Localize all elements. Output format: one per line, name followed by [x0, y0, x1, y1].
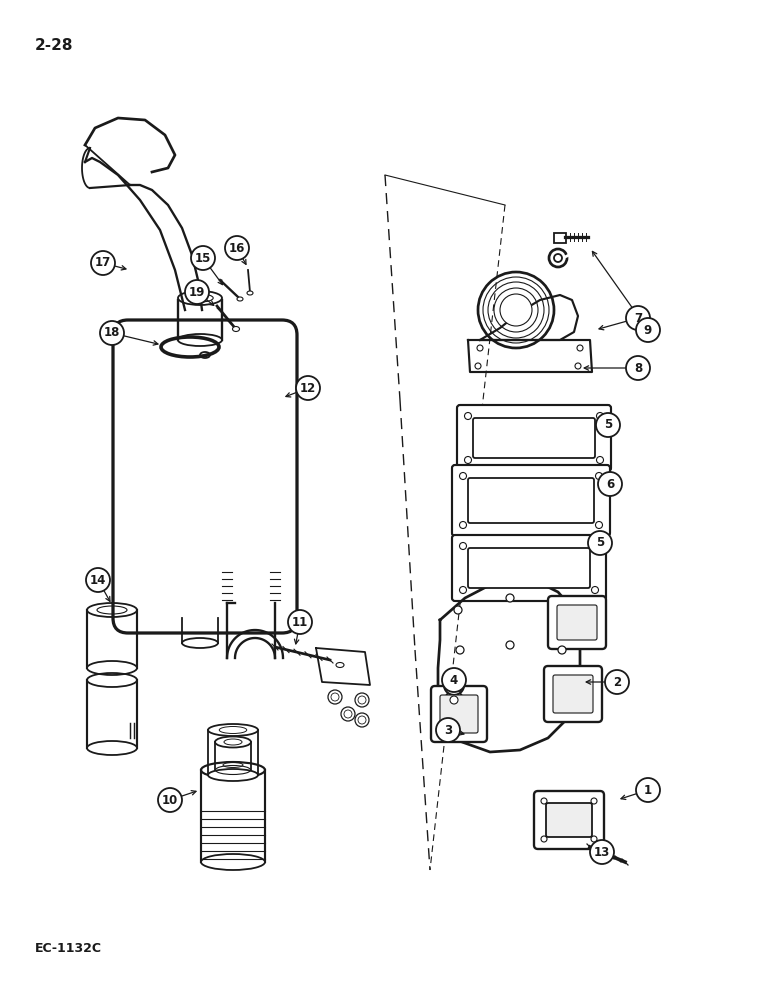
Text: 3: 3 — [444, 724, 452, 736]
Text: 7: 7 — [634, 312, 642, 324]
Ellipse shape — [208, 769, 258, 781]
FancyBboxPatch shape — [468, 478, 594, 523]
Text: 13: 13 — [594, 846, 610, 858]
Circle shape — [626, 306, 650, 330]
Circle shape — [636, 318, 660, 342]
Text: 11: 11 — [292, 615, 308, 629]
FancyBboxPatch shape — [546, 803, 592, 837]
Ellipse shape — [247, 291, 253, 295]
Text: 16: 16 — [229, 241, 245, 254]
Circle shape — [506, 594, 514, 602]
Circle shape — [86, 568, 110, 592]
Text: EC-1132C: EC-1132C — [35, 942, 102, 955]
Text: 9: 9 — [644, 324, 652, 336]
Circle shape — [442, 668, 466, 692]
Circle shape — [605, 670, 629, 694]
Circle shape — [636, 778, 660, 802]
Ellipse shape — [187, 294, 213, 302]
Circle shape — [185, 280, 209, 304]
Ellipse shape — [201, 854, 265, 870]
FancyBboxPatch shape — [431, 686, 487, 742]
Ellipse shape — [182, 638, 218, 648]
FancyBboxPatch shape — [554, 233, 566, 243]
Text: 5: 5 — [604, 418, 612, 432]
Text: 18: 18 — [103, 326, 120, 340]
FancyBboxPatch shape — [557, 605, 597, 640]
Circle shape — [225, 236, 249, 260]
Text: 6: 6 — [606, 478, 614, 490]
Circle shape — [588, 531, 612, 555]
Text: 12: 12 — [300, 381, 316, 394]
Circle shape — [436, 718, 460, 742]
Ellipse shape — [178, 334, 222, 346]
Ellipse shape — [87, 661, 137, 675]
Ellipse shape — [87, 741, 137, 755]
FancyBboxPatch shape — [473, 418, 595, 458]
Circle shape — [598, 472, 622, 496]
Text: 17: 17 — [95, 256, 111, 269]
FancyBboxPatch shape — [544, 666, 602, 722]
FancyBboxPatch shape — [452, 535, 606, 601]
Circle shape — [100, 321, 124, 345]
Circle shape — [158, 788, 182, 812]
FancyBboxPatch shape — [440, 695, 478, 733]
Text: 4: 4 — [450, 674, 458, 686]
Text: 2-28: 2-28 — [35, 38, 73, 53]
Circle shape — [444, 675, 464, 695]
Circle shape — [288, 610, 312, 634]
FancyBboxPatch shape — [468, 548, 590, 588]
Text: 10: 10 — [162, 794, 178, 806]
Text: 19: 19 — [189, 286, 205, 298]
Circle shape — [549, 249, 567, 267]
Circle shape — [590, 840, 614, 864]
Ellipse shape — [232, 326, 239, 332]
Circle shape — [500, 294, 532, 326]
FancyBboxPatch shape — [534, 791, 604, 849]
FancyBboxPatch shape — [548, 596, 606, 649]
Circle shape — [596, 413, 620, 437]
Circle shape — [558, 606, 566, 614]
Circle shape — [456, 646, 464, 654]
Text: 14: 14 — [90, 574, 107, 586]
Text: 8: 8 — [634, 361, 642, 374]
Circle shape — [454, 606, 462, 614]
Circle shape — [626, 356, 650, 380]
FancyBboxPatch shape — [553, 675, 593, 713]
Circle shape — [506, 641, 514, 649]
Circle shape — [558, 646, 566, 654]
Text: 5: 5 — [596, 536, 604, 550]
Text: 2: 2 — [613, 676, 621, 688]
Circle shape — [450, 696, 458, 704]
Circle shape — [191, 246, 215, 270]
Ellipse shape — [237, 297, 243, 301]
Circle shape — [445, 691, 463, 709]
Text: 1: 1 — [644, 784, 652, 796]
Circle shape — [554, 254, 562, 262]
Circle shape — [296, 376, 320, 400]
Circle shape — [91, 251, 115, 275]
Text: 15: 15 — [195, 251, 212, 264]
FancyBboxPatch shape — [457, 405, 611, 471]
FancyBboxPatch shape — [452, 465, 610, 536]
Circle shape — [450, 681, 458, 689]
